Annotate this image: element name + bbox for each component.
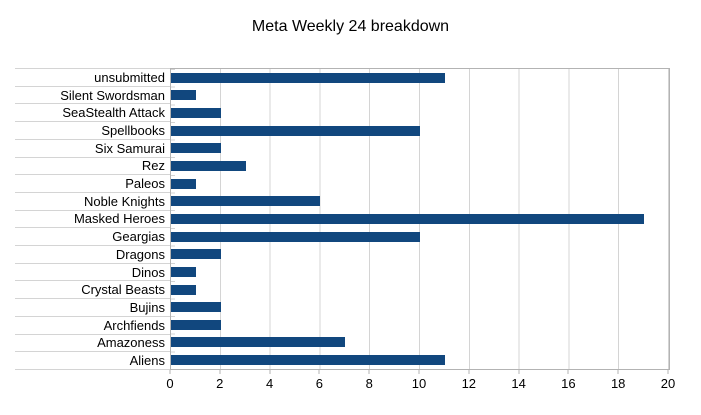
bar xyxy=(171,125,420,136)
x-axis-tick xyxy=(567,370,569,374)
category-label: Silent Swordsman xyxy=(15,85,170,104)
bar xyxy=(171,178,196,189)
category-axis-labels: unsubmitted Silent Swordsman SeaStealth At… xyxy=(15,68,170,370)
bar xyxy=(171,231,420,242)
category-label: unsubmitted xyxy=(15,68,170,86)
x-axis-tick xyxy=(518,370,520,374)
x-axis-tick-label: 20 xyxy=(660,376,676,391)
x-axis-tick-label: 18 xyxy=(610,376,626,391)
category-label: Noble Knights xyxy=(15,191,170,210)
bar-row xyxy=(171,281,669,299)
category-label: Amazoness xyxy=(15,333,170,352)
x-axis-tick-label: 16 xyxy=(561,376,576,391)
x-axis-tick xyxy=(169,370,171,374)
bar xyxy=(171,90,196,101)
category-label: Crystal Beasts xyxy=(15,280,170,298)
bar-row xyxy=(171,122,669,140)
bar-row xyxy=(171,298,669,316)
chart-body: unsubmitted Silent Swordsman SeaStealth At… xyxy=(15,68,675,396)
x-axis-tick-label: 2 xyxy=(216,376,224,391)
category-label: SeaStealth Attack xyxy=(15,103,170,121)
bar-row xyxy=(171,157,669,175)
bar xyxy=(171,161,246,172)
bar xyxy=(171,319,221,330)
category-label: Dinos xyxy=(15,262,170,281)
x-axis-tick xyxy=(269,370,271,374)
x-axis-tick-label: 12 xyxy=(461,376,477,391)
plot-area xyxy=(170,68,670,370)
bar-row xyxy=(171,192,669,210)
bar xyxy=(171,355,445,366)
x-axis-tick xyxy=(667,370,669,374)
bar-row xyxy=(171,175,669,193)
x-axis: 0 2 4 6 8 10 12 14 16 18 20 xyxy=(166,370,675,396)
x-axis-tick xyxy=(318,370,320,374)
bar xyxy=(171,143,221,154)
x-axis-tick-label: 8 xyxy=(365,376,373,391)
bar-row xyxy=(171,140,669,158)
bar-row xyxy=(171,228,669,246)
category-label: Aliens xyxy=(15,351,170,370)
bar xyxy=(171,72,445,83)
bar xyxy=(171,337,346,348)
bar-row xyxy=(171,69,669,87)
x-axis-tick xyxy=(468,370,470,374)
bar-row xyxy=(171,351,669,369)
x-axis-tick-label: 10 xyxy=(411,376,427,391)
category-label: Dragons xyxy=(15,245,170,263)
plot-wrapper: 0 2 4 6 8 10 12 14 16 18 20 xyxy=(166,68,675,396)
chart-title: Meta Weekly 24 breakdown xyxy=(251,18,450,35)
bar xyxy=(171,213,645,224)
x-axis-tick-label: 0 xyxy=(166,376,174,391)
bar xyxy=(171,266,196,277)
bar-row xyxy=(171,245,669,263)
x-axis-tick xyxy=(368,370,370,374)
x-axis-tick-label: 14 xyxy=(511,376,526,391)
category-label: Bujins xyxy=(15,298,170,316)
bar-row xyxy=(171,334,669,352)
category-label: Archfiends xyxy=(15,315,170,334)
x-axis-tick-label: 6 xyxy=(315,376,324,391)
bar-row xyxy=(171,316,669,334)
bar xyxy=(171,196,321,207)
x-axis-tick-label: 4 xyxy=(265,376,274,391)
x-axis-tick xyxy=(617,370,619,374)
category-label: Paleos xyxy=(15,174,170,192)
bar-row xyxy=(171,210,669,228)
x-axis-tick xyxy=(418,370,420,374)
category-label: Geargias xyxy=(15,227,170,245)
bar-row xyxy=(171,104,669,122)
bar-row xyxy=(171,263,669,281)
bar xyxy=(171,249,221,260)
category-label: Rez xyxy=(15,156,170,175)
bar xyxy=(171,302,221,313)
bar xyxy=(171,284,196,295)
category-label: Six Samurai xyxy=(15,138,170,157)
bar xyxy=(171,108,221,119)
category-label: Masked Heroes xyxy=(15,209,170,228)
bar-row xyxy=(171,87,669,105)
x-axis-tick xyxy=(219,370,221,374)
category-label: Spellbooks xyxy=(15,121,170,139)
